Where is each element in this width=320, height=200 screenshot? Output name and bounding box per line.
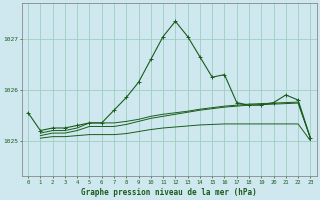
X-axis label: Graphe pression niveau de la mer (hPa): Graphe pression niveau de la mer (hPa) [81,188,257,197]
